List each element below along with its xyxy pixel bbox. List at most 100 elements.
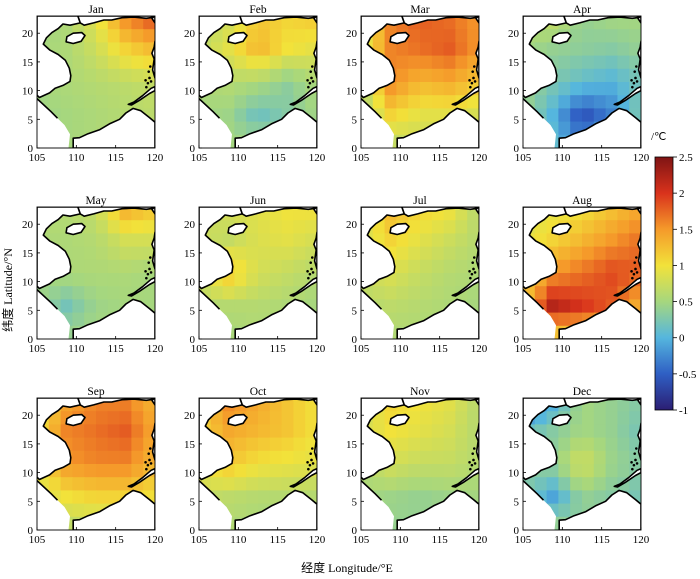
y-tick-label: 10 xyxy=(508,277,520,289)
panel-frame xyxy=(36,206,156,340)
y-tick-label: 10 xyxy=(346,277,358,289)
land-mask xyxy=(361,207,479,339)
y-tick-label: 10 xyxy=(508,468,520,480)
x-tick-label: 120 xyxy=(147,152,164,164)
y-tick-label: 0 xyxy=(28,334,34,346)
x-tick-label: 105 xyxy=(515,534,532,546)
y-tick-label: 15 xyxy=(22,248,34,260)
y-tick-label: 10 xyxy=(184,468,196,480)
colorbar-tick-label: 1.5 xyxy=(679,224,693,236)
y-tick-label: 0 xyxy=(514,334,520,346)
y-tick-label: 0 xyxy=(352,525,358,537)
land-mask xyxy=(37,16,155,148)
panel-title: Sep xyxy=(87,386,105,398)
y-tick-label: 10 xyxy=(346,468,358,480)
panel-frame xyxy=(522,206,642,340)
x-tick-label: 110 xyxy=(392,152,409,164)
y-tick-label: 0 xyxy=(514,525,520,537)
land-mask xyxy=(361,16,479,148)
colorbar-tick-label: 0.5 xyxy=(679,297,693,309)
land-mask xyxy=(361,398,479,530)
x-tick-label: 110 xyxy=(68,152,85,164)
y-tick-label: 5 xyxy=(352,305,358,317)
x-tick-label: 120 xyxy=(471,534,488,546)
x-tick-label: 115 xyxy=(432,343,449,355)
x-tick-label: 105 xyxy=(515,152,532,164)
x-tick-label: 110 xyxy=(554,343,571,355)
map-panel-may: May 105 110 115 120 0 5 10 15 20 xyxy=(22,195,164,355)
x-tick-label: 105 xyxy=(353,343,370,355)
colorbar-tick-label: 1 xyxy=(679,260,685,272)
panel-title: Dec xyxy=(573,386,592,398)
panel-frame xyxy=(360,206,480,340)
x-tick-label: 120 xyxy=(633,152,650,164)
y-tick-label: 15 xyxy=(22,57,34,69)
x-tick-label: 115 xyxy=(432,534,449,546)
y-tick-label: 20 xyxy=(184,410,196,422)
panel-title: Mar xyxy=(410,4,429,16)
x-tick-label: 115 xyxy=(108,343,125,355)
colorbar-tick-label: 2.5 xyxy=(679,152,693,164)
y-tick-label: 5 xyxy=(352,496,358,508)
y-tick-label: 5 xyxy=(28,305,34,317)
x-tick-label: 110 xyxy=(230,534,247,546)
x-tick-label: 105 xyxy=(29,534,46,546)
map-panel-nov: Nov 105 110 115 120 0 5 10 15 20 xyxy=(346,386,488,546)
colorbar-tick-label: -0.5 xyxy=(679,369,697,381)
x-tick-label: 110 xyxy=(68,534,85,546)
x-tick-label: 120 xyxy=(633,343,650,355)
x-tick-label: 110 xyxy=(554,152,571,164)
y-tick-label: 15 xyxy=(184,57,196,69)
x-tick-label: 105 xyxy=(191,534,208,546)
panel-frame xyxy=(522,15,642,149)
colorbar-tick-label: 0 xyxy=(679,333,685,345)
x-tick-label: 115 xyxy=(432,152,449,164)
x-tick-label: 110 xyxy=(392,343,409,355)
y-tick-label: 10 xyxy=(508,86,520,98)
map-panel-jul: Jul 105 110 115 120 0 5 10 15 20 xyxy=(346,195,488,355)
colorbar-tick-label: 2 xyxy=(679,188,685,200)
panel-title: Jun xyxy=(250,195,266,207)
y-tick-label: 0 xyxy=(28,143,34,155)
y-tick-label: 0 xyxy=(190,143,196,155)
x-tick-label: 110 xyxy=(554,534,571,546)
y-tick-label: 10 xyxy=(346,86,358,98)
y-tick-label: 5 xyxy=(28,114,34,126)
panel-frame xyxy=(198,15,318,149)
x-tick-label: 105 xyxy=(29,152,46,164)
panel-frame xyxy=(360,15,480,149)
x-tick-label: 120 xyxy=(309,152,326,164)
land-mask xyxy=(523,207,641,339)
y-tick-label: 0 xyxy=(190,525,196,537)
map-panel-jun: Jun 105 110 115 120 0 5 10 15 20 xyxy=(184,195,326,355)
y-tick-label: 5 xyxy=(514,114,520,126)
y-tick-label: 20 xyxy=(508,28,520,40)
x-tick-label: 105 xyxy=(515,343,532,355)
panel-frame xyxy=(36,397,156,531)
y-tick-label: 20 xyxy=(508,219,520,231)
panel-title: Aug xyxy=(572,195,592,207)
panel-frame xyxy=(198,206,318,340)
x-tick-label: 105 xyxy=(353,152,370,164)
y-tick-label: 20 xyxy=(346,219,358,231)
x-tick-label: 110 xyxy=(230,343,247,355)
panel-title: Jan xyxy=(88,4,104,16)
x-tick-label: 120 xyxy=(309,343,326,355)
y-tick-label: 5 xyxy=(514,305,520,317)
y-tick-label: 20 xyxy=(22,219,34,231)
map-panel-oct: Oct 105 110 115 120 0 5 10 15 20 xyxy=(184,386,326,546)
y-tick-label: 15 xyxy=(346,248,358,260)
land-mask xyxy=(37,398,155,530)
y-tick-label: 15 xyxy=(184,248,196,260)
colorbar-tick-label: -1 xyxy=(679,405,688,417)
y-tick-label: 0 xyxy=(190,334,196,346)
x-tick-label: 115 xyxy=(594,534,611,546)
x-tick-label: 110 xyxy=(392,534,409,546)
colorbar: /℃ 2.5 2 1.5 1 0.5 0 -0.5 -1 xyxy=(651,131,697,417)
y-tick-label: 15 xyxy=(508,248,520,260)
y-tick-label: 20 xyxy=(346,28,358,40)
y-axis-label: 纬度 Latitude/°N xyxy=(0,248,15,332)
y-tick-label: 5 xyxy=(352,114,358,126)
colorbar-unit: /℃ xyxy=(651,131,666,143)
